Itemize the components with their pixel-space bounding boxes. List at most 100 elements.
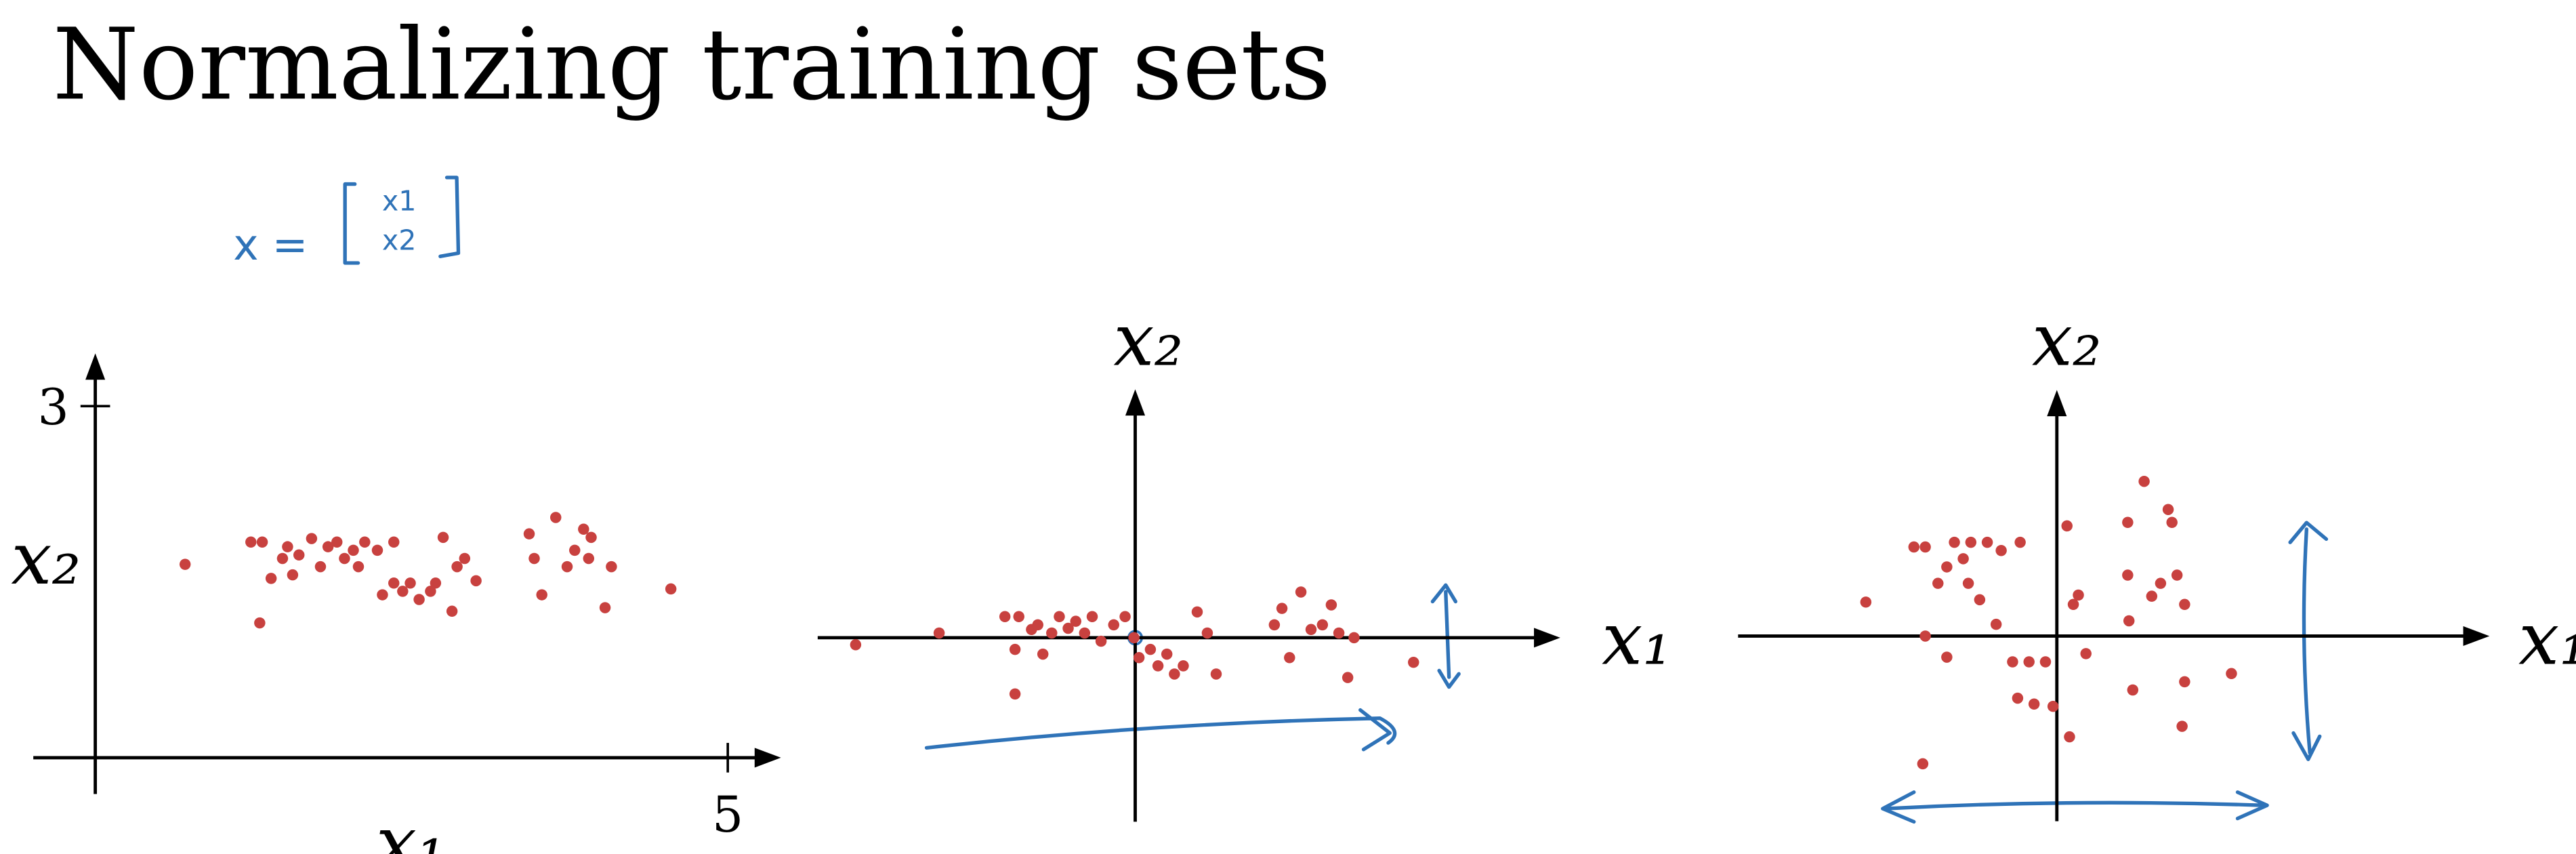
data-point [2138, 475, 2150, 487]
data-point [850, 639, 862, 651]
data-point [339, 552, 350, 565]
data-point [1133, 652, 1145, 664]
data-point [1860, 596, 1872, 608]
data-point [1046, 627, 1058, 639]
data-point [1325, 599, 1337, 611]
data-point [1305, 624, 1317, 636]
data-point [1013, 611, 1024, 623]
data-point [1342, 672, 1354, 683]
data-point [585, 531, 597, 544]
hand-arrow [924, 708, 1397, 752]
data-point [1408, 656, 1419, 668]
data-point [1316, 619, 1329, 631]
data-point [2028, 698, 2040, 710]
data-point [446, 605, 458, 617]
data-point [665, 583, 677, 595]
data-point [1949, 536, 1960, 548]
hand-arrow [2288, 521, 2329, 761]
data-point [1917, 758, 1929, 770]
data-point [2014, 536, 2026, 548]
data-point [578, 523, 589, 535]
data-point [322, 541, 334, 552]
x-tick-label: 5 [712, 786, 743, 844]
data-point [451, 561, 463, 573]
data-point [1276, 603, 1288, 614]
data-point [2155, 577, 2167, 589]
data-point [1062, 622, 1074, 634]
axis-arrow [2047, 390, 2067, 417]
data-point [287, 569, 299, 581]
data-point [413, 594, 425, 605]
data-point [388, 577, 400, 589]
axis-arrow [754, 748, 781, 768]
data-point [282, 541, 293, 552]
data-point [2061, 520, 2073, 532]
data-point [430, 577, 442, 589]
data-point [388, 536, 400, 548]
data-point [352, 561, 365, 573]
data-point [1268, 619, 1281, 631]
data-point [1941, 651, 1953, 663]
data-point [1990, 618, 2002, 630]
data-point [1201, 627, 1213, 639]
data-point [1932, 577, 1944, 589]
hand-arrow [1430, 583, 1461, 689]
data-point [245, 536, 257, 548]
annotation-row: x2 [382, 224, 417, 257]
data-point [404, 577, 416, 589]
hand-arrow [1881, 790, 2269, 824]
data-point [1119, 611, 1131, 623]
data-point [523, 528, 535, 540]
annotation-lhs: x = [233, 220, 308, 270]
data-point [1210, 668, 1222, 680]
data-point [348, 544, 359, 556]
data-point [1981, 536, 1993, 548]
data-point [254, 617, 266, 629]
data-point [549, 512, 562, 523]
y-axis-label: x₂ [2032, 298, 2102, 382]
data-point [2166, 516, 2178, 528]
data-point [437, 531, 449, 544]
data-point [1009, 688, 1021, 700]
data-point [2122, 516, 2134, 528]
data-point [1152, 660, 1164, 672]
data-point [470, 575, 482, 587]
axis-arrow [85, 353, 106, 380]
data-point [1178, 660, 1189, 672]
x-axis-label: x₁ [2518, 598, 2576, 682]
data-point [1191, 606, 1203, 618]
data-point [1009, 643, 1021, 655]
data-point [2179, 598, 2190, 611]
data-point [2226, 668, 2237, 680]
data-point [583, 552, 595, 565]
data-point [359, 536, 371, 548]
data-point [2047, 700, 2059, 712]
data-point [561, 561, 573, 573]
x-axis-label: x₁ [376, 801, 446, 854]
data-point [1348, 632, 1360, 644]
data-point [1128, 632, 1140, 644]
data-point [276, 552, 289, 565]
data-point [569, 544, 581, 556]
data-point [2007, 656, 2018, 668]
data-point [1054, 611, 1065, 623]
data-point [2127, 684, 2139, 696]
slide-title: Normalizing training sets [53, 7, 1331, 122]
axis-arrow [1125, 389, 1146, 416]
data-point [1295, 586, 1307, 598]
data-point [1070, 615, 1081, 627]
y-tick-label: 3 [38, 379, 69, 436]
data-point [1169, 668, 1180, 680]
data-point [606, 561, 617, 573]
data-point [1086, 611, 1098, 623]
data-point [1161, 648, 1173, 660]
data-point [179, 558, 191, 570]
data-point [306, 533, 318, 544]
data-point [2012, 692, 2024, 704]
data-point [293, 549, 305, 561]
data-point [2073, 589, 2084, 601]
data-point [2162, 504, 2174, 515]
data-point [2122, 569, 2134, 581]
